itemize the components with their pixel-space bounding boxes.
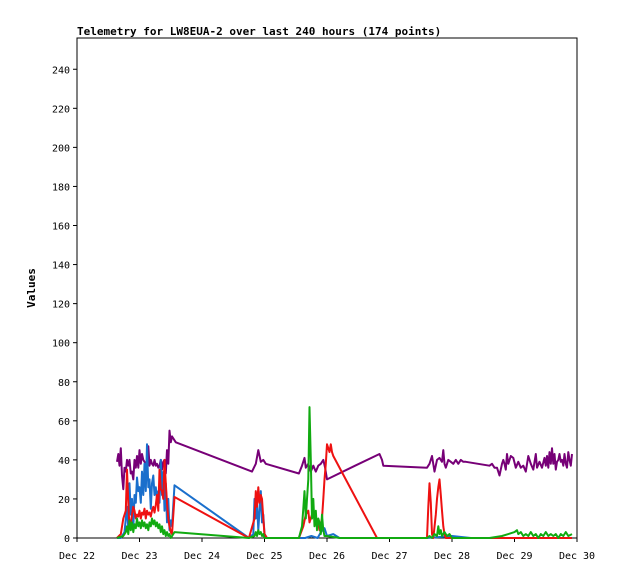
series-line-2 xyxy=(117,443,572,539)
y-tick-label: 80 xyxy=(58,378,70,389)
y-tick-label: 140 xyxy=(52,261,70,272)
x-tick-label: Dec 28 xyxy=(434,551,470,562)
x-tick-label: Dec 30 xyxy=(559,551,595,562)
y-tick-label: 100 xyxy=(52,339,70,350)
x-tick-label: Dec 25 xyxy=(246,551,282,562)
series-line-4 xyxy=(116,406,573,539)
y-axis: 0 20 40 60 80 100 120 140 160 180 200 220 240 xyxy=(52,65,77,545)
y-tick-label: 0 xyxy=(64,534,70,545)
x-tick-label: Dec 26 xyxy=(309,551,345,562)
x-tick-label: Dec 23 xyxy=(121,551,157,562)
y-tick-label: 120 xyxy=(52,300,70,311)
y-tick-label: 240 xyxy=(52,65,70,76)
x-tick-label: Dec 24 xyxy=(184,551,220,562)
y-tick-label: 20 xyxy=(58,495,70,506)
x-axis: Dec 22 Dec 23 Dec 24 Dec 25 Dec 26 Dec 27 Dec … xyxy=(59,538,595,562)
series-line-1 xyxy=(116,429,573,491)
y-tick-label: 220 xyxy=(52,104,70,115)
y-tick-label: 160 xyxy=(52,222,70,233)
y-tick-label: 40 xyxy=(58,456,70,467)
chart-title: Telemetry for LW8EUA-2 over last 240 hou… xyxy=(77,25,441,38)
series-line-3 xyxy=(116,443,572,539)
y-tick-label: 200 xyxy=(52,143,70,154)
x-tick-label: Dec 22 xyxy=(59,551,95,562)
x-tick-label: Dec 29 xyxy=(496,551,532,562)
y-tick-label: 180 xyxy=(52,182,70,193)
y-axis-label: Values xyxy=(25,268,38,308)
x-tick-label: Dec 27 xyxy=(371,551,407,562)
y-tick-label: 60 xyxy=(58,417,70,428)
series-lines xyxy=(116,406,573,539)
